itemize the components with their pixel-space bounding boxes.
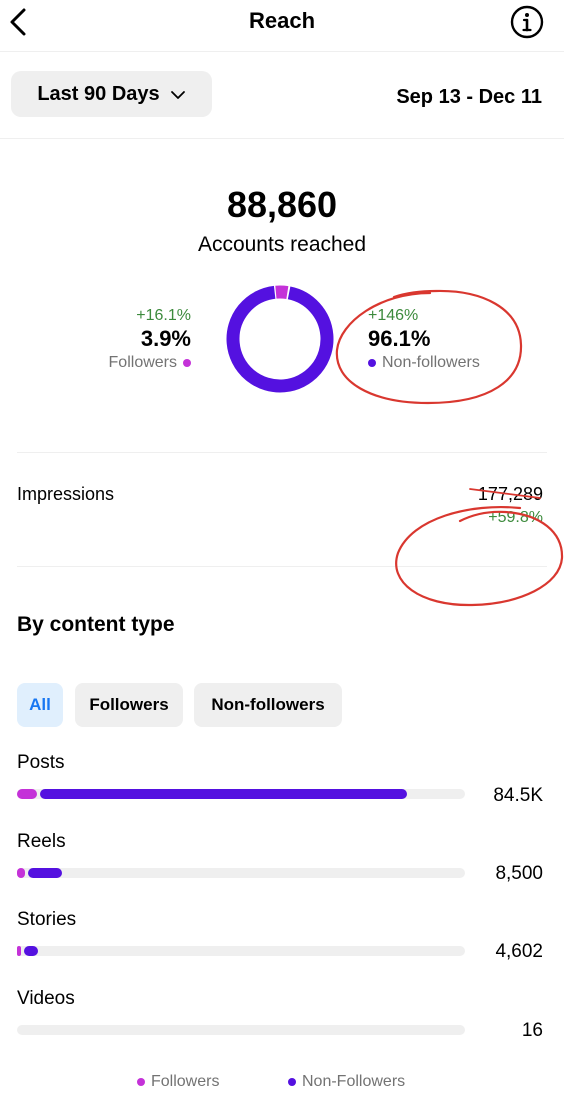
content-row-label: Videos (17, 988, 75, 1009)
non-followers-dot-icon (288, 1078, 296, 1086)
non-followers-dot-icon (368, 359, 376, 367)
page-title: Reach (248, 8, 316, 33)
date-range-label: Last 90 Days (37, 82, 160, 105)
non-followers-stats: +146% 96.1% Non-followers (368, 306, 480, 374)
filter-chip-all[interactable]: All (17, 683, 63, 727)
filter-chip-followers[interactable]: Followers (75, 683, 183, 727)
bar-followers-segment (17, 789, 37, 799)
impressions-value: 177,289 (477, 484, 543, 504)
info-button[interactable] (510, 5, 544, 39)
content-row-label: Reels (17, 831, 66, 852)
content-type-title: By content type (17, 613, 175, 636)
non-followers-delta: +146% (368, 307, 419, 324)
date-range-text: Sep 13 - Dec 11 (396, 86, 542, 108)
chevron-down-icon (170, 91, 185, 99)
followers-delta: +16.1% (136, 307, 191, 324)
legend-followers: Followers (137, 1073, 219, 1091)
reach-donut-chart (226, 285, 334, 393)
bar-non-followers-segment (40, 789, 407, 799)
chevron-left-icon (10, 8, 26, 36)
content-row-bar (17, 789, 465, 799)
content-row-value: 4,602 (495, 941, 543, 962)
content-row-label: Posts (17, 752, 65, 773)
non-followers-label: Non-followers (382, 354, 480, 371)
content-row-value: 84.5K (493, 785, 543, 806)
top-bar: Reach (0, 0, 564, 52)
content-row-value: 8,500 (495, 863, 543, 884)
followers-label-row: Followers (109, 352, 191, 374)
divider (17, 452, 547, 453)
legend-non-followers-label: Non-Followers (302, 1073, 406, 1090)
followers-dot-icon (183, 359, 191, 367)
followers-percent: 3.9% (140, 326, 191, 351)
filter-chip-label: Non-followers (211, 695, 325, 714)
back-button[interactable] (4, 4, 34, 40)
legend-non-followers: Non-Followers (288, 1073, 405, 1091)
divider (0, 138, 564, 139)
impressions-label: Impressions (17, 484, 115, 504)
bar-non-followers-segment (24, 946, 38, 956)
donut-followers-arc (226, 285, 334, 393)
bar-followers-segment (17, 868, 25, 878)
divider (17, 566, 547, 567)
content-row-bar (17, 868, 465, 878)
content-row-value: 16 (521, 1020, 543, 1041)
filter-chip-label: Followers (89, 695, 169, 714)
legend-followers-label: Followers (151, 1073, 220, 1090)
bar-non-followers-segment (28, 868, 62, 878)
followers-dot-icon (137, 1078, 145, 1086)
date-range-dropdown[interactable]: Last 90 Days (11, 71, 212, 117)
filter-chip-label: All (29, 695, 51, 714)
content-row-bar (17, 1025, 465, 1035)
non-followers-percent: 96.1% (368, 326, 431, 351)
accounts-reached-label: Accounts reached (197, 233, 367, 256)
followers-stats: +16.1% 3.9% Followers (109, 306, 191, 374)
non-followers-label-row: Non-followers (368, 352, 480, 374)
bar-followers-segment (17, 946, 21, 956)
accounts-reached-total: 88,860 (226, 184, 338, 225)
info-icon (510, 5, 544, 39)
content-row-bar (17, 946, 465, 956)
content-row-label: Stories (17, 909, 77, 930)
followers-label: Followers (108, 354, 177, 371)
impressions-delta: +59.8% (488, 509, 543, 526)
filter-chip-non-followers[interactable]: Non-followers (194, 683, 342, 727)
donut-non-followers-arc (226, 285, 334, 393)
